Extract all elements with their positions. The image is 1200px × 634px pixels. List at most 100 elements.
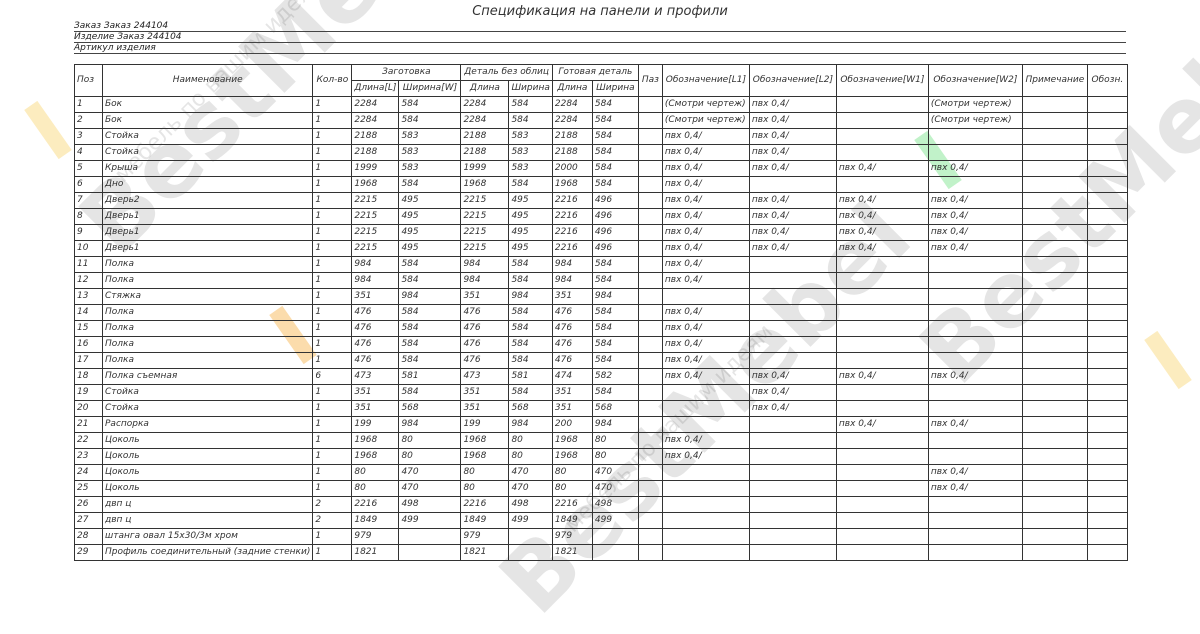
cell-note [1021, 112, 1088, 129]
cell-edge-l1: пвх 0,4/ [661, 160, 750, 177]
cell-groove [637, 352, 663, 369]
cell-blank-length: 1968 [351, 448, 400, 465]
cell-qty: 1 [312, 336, 353, 353]
cell-edge-w2 [927, 128, 1023, 145]
cell-name: Полка [101, 256, 314, 273]
cell-finished-width: 584 [591, 304, 639, 321]
cell-designation [1086, 256, 1128, 273]
cell-qty: 1 [312, 160, 353, 177]
table-row: 10 Дверь1 1 2215 495 2215 495 2216 496 пвх 0,4/пв… [74, 240, 1128, 257]
table-row: 8 Дверь1 1 2215 495 2215 495 2216 496 пвх 0,4/пвх… [74, 208, 1128, 225]
cell-edge-l1: пвх 0,4/ [661, 256, 750, 273]
cell-finished-width: 496 [591, 208, 639, 225]
cell-pos: 29 [74, 544, 103, 561]
cell-edge-w2 [927, 528, 1023, 545]
cell-edge-l1 [661, 400, 750, 417]
cell-qty: 1 [312, 464, 353, 481]
table-row: 25 Цоколь 1 80 470 80 470 80 470 пвх 0,4/ [74, 480, 1128, 497]
cell-note [1021, 208, 1088, 225]
cell-edge-w1 [835, 256, 929, 273]
cell-note [1021, 352, 1088, 369]
cell-qty: 1 [312, 384, 353, 401]
cell-detail-length: 984 [460, 272, 510, 289]
cell-finished-width [591, 528, 639, 545]
cell-designation [1086, 352, 1128, 369]
cell-detail-width [508, 544, 553, 561]
cell-note [1021, 448, 1088, 465]
cell-groove [637, 128, 663, 145]
cell-blank-width: 584 [398, 96, 462, 113]
cell-qty: 1 [312, 320, 353, 337]
cell-detail-length: 2215 [460, 224, 510, 241]
table-row: 27 двп ц 2 1849 499 1849 499 1849 499 [74, 512, 1128, 529]
header-pos: Поз [74, 64, 103, 97]
cell-blank-width: 584 [398, 112, 462, 129]
cell-edge-l2: пвх 0,4/ [748, 224, 837, 241]
cell-edge-l1 [661, 496, 750, 513]
cell-detail-width: 984 [508, 288, 553, 305]
cell-edge-l2 [748, 416, 837, 433]
cell-finished-width: 584 [591, 144, 639, 161]
cell-finished-length: 476 [551, 352, 593, 369]
cell-detail-length: 476 [460, 320, 510, 337]
cell-name: Цоколь [101, 448, 314, 465]
cell-name: Полка съемная [101, 368, 314, 385]
cell-edge-l1: пвх 0,4/ [661, 240, 750, 257]
cell-detail-width: 470 [508, 464, 553, 481]
cell-edge-l1: пвх 0,4/ [661, 176, 750, 193]
cell-designation [1086, 448, 1128, 465]
cell-blank-length: 351 [351, 384, 400, 401]
table-row: 13 Стяжка 1 351 984 351 984 351 984 [74, 288, 1128, 305]
cell-blank-width: 583 [398, 160, 462, 177]
cell-edge-l1: пвх 0,4/ [661, 128, 750, 145]
order-label: Заказ Заказ 244104 [74, 21, 1126, 32]
cell-designation [1086, 368, 1128, 385]
cell-name: Полка [101, 352, 314, 369]
cell-blank-width: 80 [398, 448, 462, 465]
cell-blank-width: 499 [398, 512, 462, 529]
cell-edge-l1 [661, 384, 750, 401]
cell-edge-w2 [927, 352, 1023, 369]
cell-edge-l2: пвх 0,4/ [748, 368, 837, 385]
cell-edge-l1: пвх 0,4/ [661, 224, 750, 241]
cell-finished-length: 2216 [551, 208, 593, 225]
header-finished-length: Длина [551, 80, 593, 97]
cell-finished-length: 2216 [551, 496, 593, 513]
cell-detail-length: 351 [460, 384, 510, 401]
cell-pos: 19 [74, 384, 103, 401]
cell-blank-width: 584 [398, 256, 462, 273]
cell-edge-w1: пвх 0,4/ [835, 416, 929, 433]
cell-qty: 1 [312, 400, 353, 417]
cell-blank-length: 80 [351, 480, 400, 497]
cell-note [1021, 176, 1088, 193]
cell-edge-l2 [748, 512, 837, 529]
cell-blank-length: 1821 [351, 544, 400, 561]
cell-pos: 18 [74, 368, 103, 385]
cell-detail-width: 584 [508, 176, 553, 193]
cell-edge-l2: пвх 0,4/ [748, 400, 837, 417]
cell-qty: 1 [312, 272, 353, 289]
cell-groove [637, 320, 663, 337]
cell-detail-length: 984 [460, 256, 510, 273]
cell-edge-l1 [661, 544, 750, 561]
cell-finished-width: 584 [591, 272, 639, 289]
cell-pos: 17 [74, 352, 103, 369]
product-label: Изделие Заказ 244104 [74, 32, 1126, 43]
cell-qty: 1 [312, 256, 353, 273]
cell-qty: 1 [312, 480, 353, 497]
table-row: 2 Бок 1 2284 584 2284 584 2284 584 (Смотри чертеж… [74, 112, 1128, 129]
page-title: Спецификация на панели и профили [472, 4, 728, 19]
cell-edge-l2 [748, 288, 837, 305]
cell-edge-l2 [748, 448, 837, 465]
cell-blank-width: 80 [398, 432, 462, 449]
cell-pos: 6 [74, 176, 103, 193]
cell-detail-length: 473 [460, 368, 510, 385]
cell-edge-w2 [927, 272, 1023, 289]
cell-blank-length: 984 [351, 256, 400, 273]
cell-edge-l2: пвх 0,4/ [748, 144, 837, 161]
cell-edge-l2 [748, 256, 837, 273]
cell-finished-length: 2284 [551, 96, 593, 113]
cell-qty: 1 [312, 176, 353, 193]
cell-edge-w1 [835, 480, 929, 497]
cell-edge-w1: пвх 0,4/ [835, 224, 929, 241]
